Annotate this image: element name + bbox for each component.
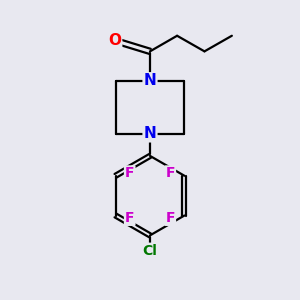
- Text: N: N: [144, 126, 156, 141]
- Text: O: O: [108, 33, 121, 48]
- Text: F: F: [125, 211, 134, 225]
- Text: F: F: [166, 211, 175, 225]
- Text: F: F: [166, 167, 175, 180]
- Text: Cl: Cl: [142, 244, 158, 258]
- Text: F: F: [125, 167, 134, 180]
- Text: N: N: [144, 73, 156, 88]
